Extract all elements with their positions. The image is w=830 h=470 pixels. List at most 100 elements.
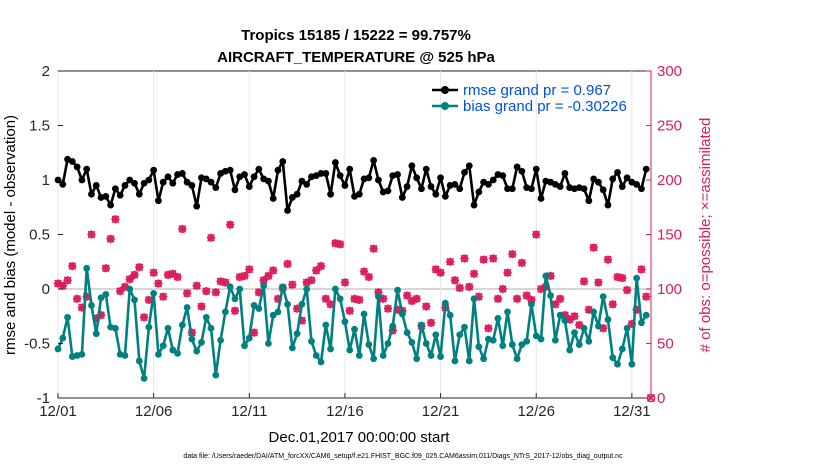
obs-assimilated-point xyxy=(379,294,388,303)
obs-assimilated-point xyxy=(168,269,177,278)
obs-assimilated-point xyxy=(350,294,359,303)
bias-point xyxy=(221,308,229,316)
y2-tick-label: 100 xyxy=(657,281,682,298)
bias-point xyxy=(303,285,311,293)
bias-point xyxy=(456,331,464,339)
bias-point xyxy=(102,291,110,298)
bias-point xyxy=(441,299,449,307)
bias-point xyxy=(547,292,554,299)
bias-point xyxy=(451,357,459,365)
bias-point xyxy=(604,316,612,323)
rmse-point xyxy=(279,158,287,165)
obs-assimilated-point xyxy=(498,284,507,294)
obs-assimilated-point xyxy=(422,302,431,311)
bias-point xyxy=(178,321,186,329)
bias-point xyxy=(413,355,421,363)
rmse-point xyxy=(465,162,473,170)
bias-point xyxy=(327,345,334,353)
rmse-point xyxy=(68,158,76,165)
obs-assimilated-point xyxy=(431,265,440,274)
obs-assimilated-point xyxy=(446,257,455,266)
obs-assimilated-point xyxy=(273,294,283,303)
obs-assimilated-point xyxy=(584,305,593,314)
bias-point xyxy=(293,330,301,338)
obs-assimilated-point xyxy=(288,280,297,289)
bias-point xyxy=(308,337,315,345)
obs-assimilated-point xyxy=(493,294,503,303)
footer-data-file: data file: /Users/raeder/DAI/ATM_forcXX/… xyxy=(183,453,623,460)
obs-assimilated-point xyxy=(331,239,340,248)
y-tick-label: 0.5 xyxy=(29,227,50,244)
rmse-point xyxy=(88,190,95,198)
bias-point xyxy=(355,352,363,359)
obs-assimilated-point xyxy=(297,316,307,325)
obs-assimilated-point xyxy=(546,271,555,281)
bias-point xyxy=(427,352,435,359)
bias-point xyxy=(64,313,71,321)
bias-point xyxy=(111,324,119,332)
rmse-point xyxy=(504,185,511,193)
bias-point xyxy=(322,321,330,329)
y-tick-label: 1.5 xyxy=(29,118,50,135)
rmse-point xyxy=(226,166,234,174)
obs-assimilated-point xyxy=(460,254,469,263)
rmse-point xyxy=(489,176,497,184)
bias-point xyxy=(422,340,430,347)
bias-point xyxy=(312,352,320,359)
rmse-point xyxy=(317,170,325,177)
obs-assimilated-point xyxy=(159,292,168,301)
bias-point xyxy=(594,322,602,330)
rmse-point xyxy=(250,173,258,181)
bias-point xyxy=(54,345,62,353)
bias-point xyxy=(365,341,373,348)
legend: rmse grand pr = 0.967 bias grand pr = -0… xyxy=(432,82,627,115)
bias-point xyxy=(446,311,454,319)
bias-point xyxy=(231,295,239,303)
rmse-point xyxy=(375,176,382,184)
obs-assimilated-point xyxy=(627,319,636,329)
bias-point xyxy=(508,341,516,348)
obs-assimilated-point xyxy=(532,230,541,239)
bias-point xyxy=(465,357,473,365)
obs-assimilated-point xyxy=(599,324,608,333)
rmse-point xyxy=(140,179,148,187)
rmse-point xyxy=(518,167,526,175)
obs-assimilated-point xyxy=(202,287,211,296)
rmse-point xyxy=(451,180,459,188)
bias-point xyxy=(437,353,444,360)
x-tick-label: 12/21 xyxy=(422,403,460,420)
bias-point xyxy=(202,313,210,321)
rmse-point xyxy=(499,172,507,180)
bias-point xyxy=(418,321,425,329)
bias-point xyxy=(183,304,191,311)
obs-assimilated-point xyxy=(182,289,192,298)
obs-assimilated-point xyxy=(355,295,364,305)
rmse-point xyxy=(188,182,196,189)
obs-assimilated-point xyxy=(106,234,115,243)
bias-point xyxy=(241,342,248,350)
rmse-point xyxy=(623,174,631,182)
rmse-point xyxy=(288,194,296,201)
bias-point xyxy=(255,305,263,313)
bias-point xyxy=(461,323,468,331)
rmse-point xyxy=(303,180,311,188)
rmse-point xyxy=(461,168,468,176)
rmse-point xyxy=(269,195,277,202)
bias-point xyxy=(150,289,158,297)
rmse-point xyxy=(121,182,129,189)
rmse-point xyxy=(456,185,464,193)
bias-point xyxy=(590,308,598,316)
y-axis-ticks: -1 -0.5 0 0.5 1 1.5 2 xyxy=(24,63,63,407)
obs-assimilated-point xyxy=(87,230,96,239)
obs-assimilated-point xyxy=(312,266,321,275)
bias-point xyxy=(145,323,153,331)
obs-assimilated-point xyxy=(111,215,120,224)
rmse-series xyxy=(54,155,650,214)
y2-tick-label: 300 xyxy=(657,63,682,80)
bias-point xyxy=(83,264,91,272)
obs-assimilated-point xyxy=(374,288,383,297)
bias-point xyxy=(250,301,258,309)
obs-assimilated-point xyxy=(402,291,412,300)
bias-point xyxy=(188,335,196,343)
